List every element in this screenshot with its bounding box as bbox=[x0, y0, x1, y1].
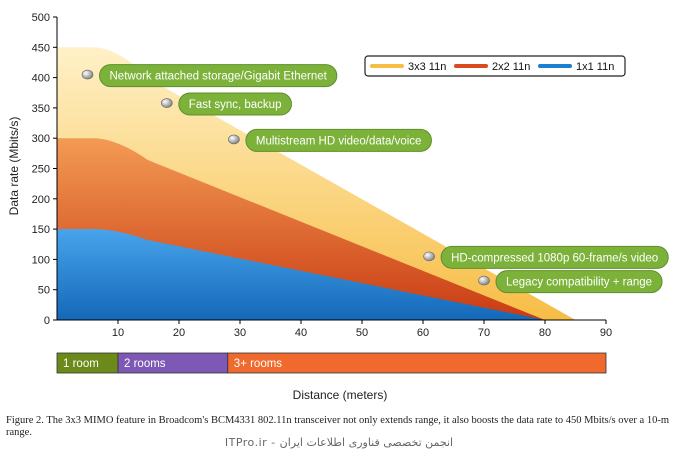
annotation-marker bbox=[478, 275, 490, 286]
x-tick-label: 60 bbox=[417, 327, 429, 339]
annotation-marker bbox=[423, 251, 435, 262]
chart: 0 50 100 150 200 250 300 350 400 450 500 10 20 30 40 50… bbox=[7, 12, 669, 402]
range-band-label: 3+ rooms bbox=[234, 358, 283, 370]
y-tick-label: 500 bbox=[32, 12, 50, 24]
y-axis-label: Data rate (Mbits/s) bbox=[7, 117, 21, 216]
legend-box bbox=[364, 55, 626, 77]
y-tick-label: 350 bbox=[32, 103, 50, 115]
annotation-label: HD-compressed 1080p 60-frame/s video bbox=[451, 252, 658, 264]
annotation-marker bbox=[81, 69, 94, 80]
y-tick-label: 400 bbox=[32, 73, 50, 85]
legend: 3x3 11n 2x2 11n 1x1 11n bbox=[364, 55, 626, 77]
x-tick-label: 30 bbox=[234, 327, 246, 339]
annotation-label: Fast sync, backup bbox=[189, 99, 282, 111]
x-tick-label: 90 bbox=[600, 327, 612, 339]
figure-caption: Figure 2. The 3x3 MIMO feature in Broadc… bbox=[6, 415, 669, 438]
y-tick-label: 450 bbox=[32, 42, 50, 54]
x-tick-label: 70 bbox=[478, 327, 490, 339]
annotation-bubble bbox=[440, 245, 669, 269]
axes: 0 50 100 150 200 250 300 350 400 450 500 10 20 30 40 50… bbox=[32, 12, 612, 339]
annotation-label: Multistream HD video/data/voice bbox=[256, 135, 422, 147]
y-tick-label: 0 bbox=[44, 315, 50, 327]
annotation-bubble bbox=[495, 270, 663, 294]
y-tick-label: 100 bbox=[32, 254, 50, 266]
annotation-label: Network attached storage/Gigabit Etherne… bbox=[110, 71, 328, 83]
range-band-label: 2 rooms bbox=[124, 358, 166, 370]
annotations: Network attached storage/Gigabit Etherne… bbox=[81, 64, 669, 294]
x-tick-label: 40 bbox=[295, 327, 307, 339]
x-tick-label: 80 bbox=[539, 327, 551, 339]
x-tick-label: 20 bbox=[173, 327, 185, 339]
annotation-bubble bbox=[178, 92, 292, 116]
y-tick-label: 50 bbox=[38, 285, 50, 297]
range-band-3-rooms bbox=[227, 352, 607, 374]
y-tick-label: 300 bbox=[32, 133, 50, 145]
legend-label-1x1-11n: 1x1 11n bbox=[576, 61, 614, 73]
y-tick-label: 250 bbox=[32, 164, 50, 176]
annotation-bubble bbox=[245, 128, 432, 152]
watermark: ITPro.ir - انجمن تخصصی فناوری اطلاعات ای… bbox=[224, 436, 454, 449]
range-band-label: 1 room bbox=[63, 358, 99, 370]
x-axis-label: Distance (meters) bbox=[293, 388, 388, 402]
legend-label-2x2-11n: 2x2 11n bbox=[492, 61, 530, 73]
annotation-label: Legacy compatibility + range bbox=[506, 277, 652, 289]
x-tick-label: 50 bbox=[356, 327, 368, 339]
area-series-1x1-11n bbox=[57, 229, 545, 320]
annotation-marker bbox=[228, 134, 240, 145]
range-bands: 1 room 2 rooms 3+ rooms bbox=[56, 352, 607, 374]
x-tick-label: 10 bbox=[112, 327, 124, 339]
annotation-marker bbox=[161, 98, 173, 108]
annotation-bubble bbox=[99, 64, 338, 88]
y-tick-label: 200 bbox=[32, 194, 50, 206]
y-tick-label: 150 bbox=[32, 224, 50, 236]
legend-label-3x3-11n: 3x3 11n bbox=[408, 61, 446, 73]
